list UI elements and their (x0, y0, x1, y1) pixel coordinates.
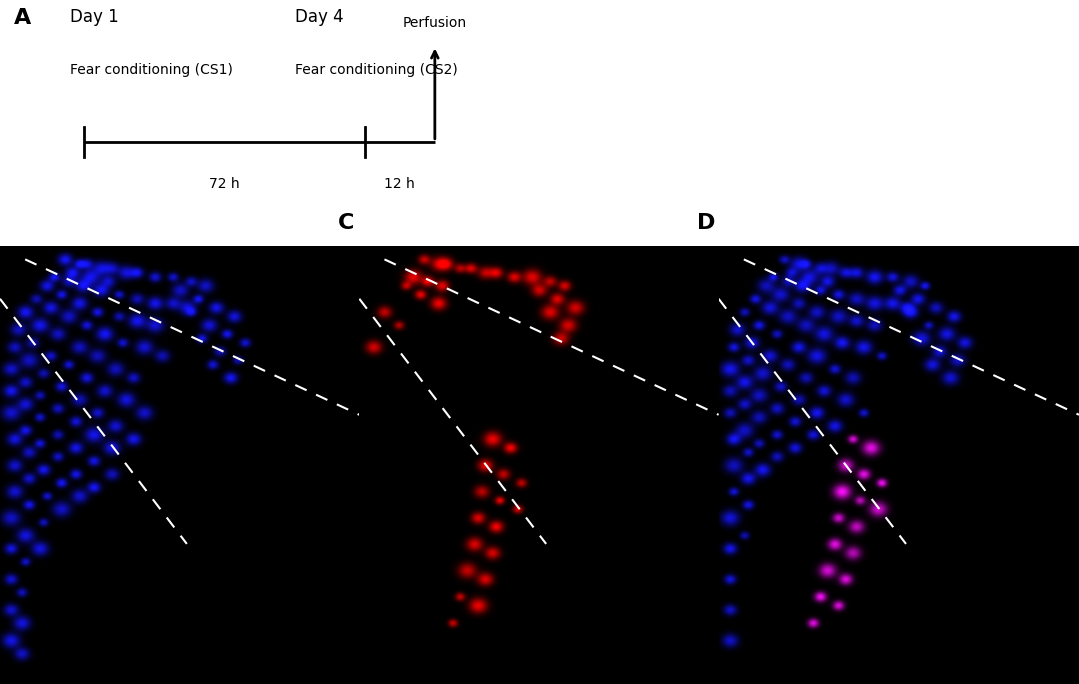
Text: A: A (14, 8, 31, 27)
Text: Perfusion: Perfusion (402, 16, 467, 30)
Text: Fear conditioning (CS2): Fear conditioning (CS2) (295, 64, 457, 77)
Text: C: C (338, 213, 354, 233)
Text: Fear conditioning (CS1): Fear conditioning (CS1) (70, 64, 233, 77)
Text: Day 1: Day 1 (70, 8, 119, 25)
Text: 12 h: 12 h (384, 177, 415, 191)
Text: D: D (697, 213, 715, 233)
Text: 72 h: 72 h (209, 177, 240, 191)
Text: Day 4: Day 4 (295, 8, 343, 25)
